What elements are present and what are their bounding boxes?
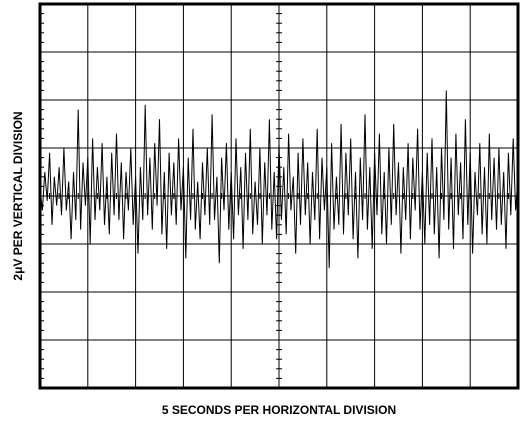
noise-trace	[39, 90, 519, 269]
scope-frame	[38, 2, 520, 390]
y-axis-label: 2μV PER VERTICAL DIVISION	[11, 111, 25, 280]
x-axis-label: 5 SECONDS PER HORIZONTAL DIVISION	[162, 403, 396, 417]
